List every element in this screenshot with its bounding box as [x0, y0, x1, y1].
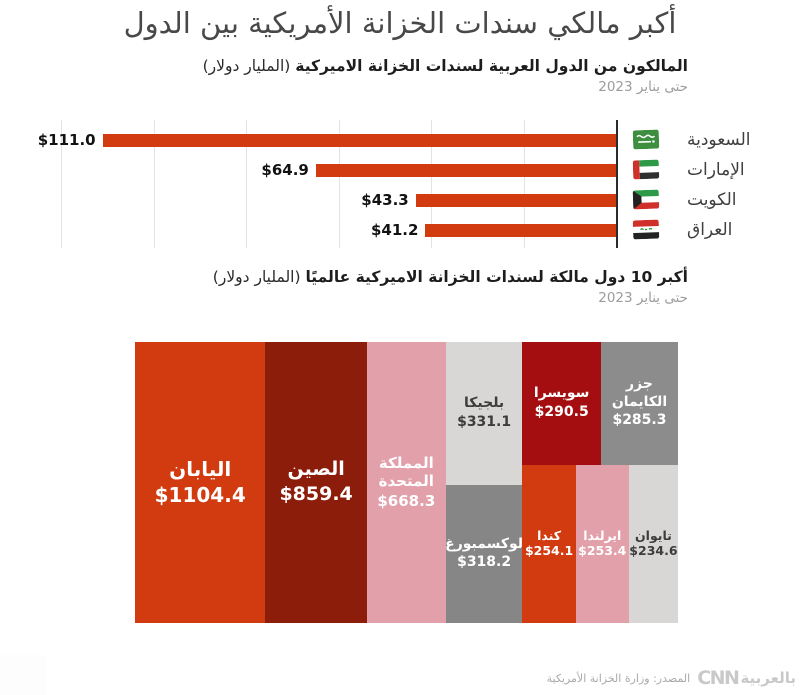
- treemap-cell-japan: اليابان $1104.4: [135, 342, 266, 623]
- treemap-row-canada-ireland-taiwan: كندا $254.1 ايرلندا $253.4 تايوان $234.6: [522, 464, 679, 623]
- kuwait-flag: [632, 189, 660, 210]
- gridline-60: [338, 120, 340, 248]
- treemap-label-taiwan: تايوان $234.6: [629, 527, 678, 559]
- section-arab-heading: المالكون من الدول العربية لسندات الخزانة…: [203, 57, 688, 75]
- treemap-column-belgium-luxembourg: بلجيكا $331.1 لوكسمبورغ $318.2: [445, 342, 523, 623]
- treemap-cell-luxembourg: لوكسمبورغ $318.2: [445, 485, 523, 623]
- section-arab-asof: حتى يناير 2023: [598, 79, 688, 95]
- gridline-40: [431, 120, 432, 248]
- bar-value-label: $41.2: [371, 221, 419, 239]
- source-credit: المصدر: وزارة الخزانة الأمريكية: [546, 672, 691, 685]
- section-arab-heading-text: المالكون من الدول العربية لسندات الخزانة…: [295, 57, 688, 75]
- treemap-row-switzerland-cayman: سويسرا $290.5 جزر الكايمان $285.3: [522, 342, 679, 465]
- bar-kuwait: [415, 193, 616, 207]
- treemap-label-luxembourg: لوكسمبورغ $318.2: [445, 535, 523, 571]
- treemap-cell-china: الصين $859.4: [265, 342, 367, 623]
- uae-flag: [632, 159, 660, 180]
- bar-value-label: $64.9: [261, 161, 309, 179]
- iraq-flag-icon: [632, 219, 660, 240]
- gridline-20: [523, 120, 525, 248]
- gridline-120: [61, 120, 62, 248]
- treemap-label-china: الصين $859.4: [279, 457, 353, 505]
- cnn-arabic-logo: CNN بالعربية: [697, 669, 796, 688]
- treemap-label-switzerland: سويسرا $290.5: [533, 385, 590, 420]
- bar-category-label: الكويت: [687, 190, 737, 210]
- cnn-logo-text: CNN: [697, 667, 740, 689]
- bar-saudi-arabia: [102, 133, 616, 147]
- treemap-label-ireland: ايرلندا $253.4: [578, 527, 627, 559]
- treemap-label-canada: كندا $254.1: [524, 527, 574, 559]
- bar-category-label: الإمارات: [687, 160, 745, 180]
- saudi-arabia-flag: [632, 129, 660, 150]
- section-arab-heading-unit: (المليار دولار): [202, 57, 291, 75]
- treemap-label-united-kingdom: المملكة المتحدة $668.3: [377, 453, 436, 511]
- treemap-cell-taiwan: تايوان $234.6: [628, 464, 679, 623]
- cnn-logo-arabic-text: بالعربية: [740, 669, 796, 687]
- corner-artifact: [0, 655, 46, 695]
- gridline-100: [153, 120, 155, 248]
- kuwait-flag-icon: [632, 189, 660, 210]
- section-arab-header: المالكون من الدول العربية لسندات الخزانة…: [203, 57, 688, 95]
- treemap-cell-united-kingdom: المملكة المتحدة $668.3: [366, 342, 446, 623]
- section-world-asof: حتى يناير 2023: [598, 290, 688, 306]
- treemap-cell-switzerland: سويسرا $290.5: [522, 342, 601, 465]
- treemap-cell-canada: كندا $254.1: [522, 464, 576, 623]
- section-world-header: أكبر 10 دول مالكة لسندات الخزانة الاميرك…: [213, 268, 688, 306]
- top10-treemap: اليابان $1104.4 الصين $859.4 المملكة الم…: [135, 342, 679, 623]
- section-world-heading-unit: (المليار دولار): [212, 268, 301, 286]
- bar-value-label: $43.3: [361, 191, 409, 209]
- bar-uae: [315, 163, 616, 177]
- treemap-cell-cayman-islands: جزر الكايمان $285.3: [600, 342, 679, 465]
- footer: المصدر: وزارة الخزانة الأمريكية CNN بالع…: [547, 669, 796, 688]
- bar-value-label: $111.0: [37, 131, 96, 149]
- page-title: أكبر مالكي سندات الخزانة الأمريكية بين ا…: [123, 6, 677, 40]
- treemap-label-japan: اليابان $1104.4: [154, 456, 246, 507]
- section-world-heading: أكبر 10 دول مالكة لسندات الخزانة الاميرك…: [213, 268, 688, 286]
- bar-category-label: العراق: [687, 220, 733, 240]
- section-world-heading-text: أكبر 10 دول مالكة لسندات الخزانة الاميرك…: [305, 268, 688, 286]
- treemap-cell-belgium: بلجيكا $331.1: [445, 342, 523, 486]
- treemap-label-belgium: بلجيكا $331.1: [457, 395, 512, 430]
- uae-flag-icon: [632, 159, 660, 180]
- treemap-cell-ireland: ايرلندا $253.4: [575, 464, 629, 623]
- saudi-arabia-flag-icon: [632, 129, 660, 150]
- axis-zero-line: [616, 120, 618, 248]
- gridline-80: [246, 120, 247, 248]
- treemap-column-right-group: سويسرا $290.5 جزر الكايمان $285.3 كندا $…: [522, 342, 679, 623]
- bar-iraq: [425, 223, 616, 237]
- bar-category-label: السعودية: [687, 130, 751, 150]
- treemap-label-cayman-islands: جزر الكايمان $285.3: [611, 376, 668, 429]
- arab-holders-bar-chart: $111.0 السعودية $64.9 الإمارات $43.3 الكوي…: [38, 120, 800, 248]
- iraq-flag: [632, 219, 660, 240]
